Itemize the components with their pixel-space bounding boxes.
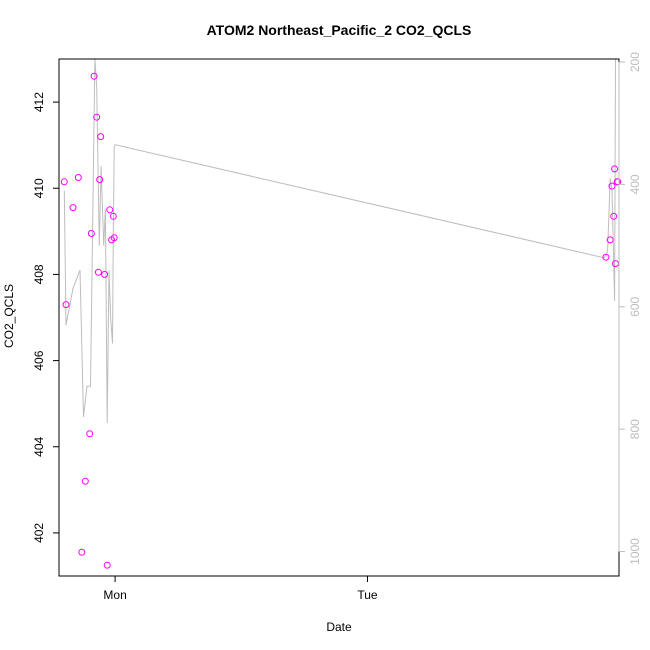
data-point — [93, 113, 101, 121]
data-point — [110, 234, 118, 242]
data-point — [62, 301, 70, 309]
plot-frame — [58, 58, 620, 577]
y-tick-label: 412 — [32, 92, 46, 112]
secondary-y-axis: 200 400 600 800 1000 — [618, 52, 642, 565]
data-point — [96, 176, 104, 184]
data-point — [109, 212, 117, 220]
secondary-y-tick-label: 1000 — [628, 538, 642, 565]
data-point — [90, 72, 98, 80]
secondary-line-layer — [63, 58, 619, 424]
y-tick-label: 406 — [32, 350, 46, 370]
y-tick-label: 404 — [32, 436, 46, 456]
x-axis: Mon Tue — [103, 575, 378, 602]
y-tick-label: 410 — [32, 178, 46, 198]
data-point — [614, 178, 622, 186]
chart-title: ATOM2 Northeast_Pacific_2 CO2_QCLS — [207, 22, 472, 38]
secondary-y-tick-label: 200 — [628, 52, 642, 72]
data-point — [60, 178, 68, 186]
data-point — [602, 253, 610, 261]
y-tick-label: 408 — [32, 264, 46, 284]
data-point — [81, 477, 89, 485]
data-point — [87, 230, 95, 237]
data-point — [608, 182, 616, 190]
y-axis: 402 404 406 408 410 412 — [32, 92, 60, 543]
data-point — [74, 174, 82, 181]
secondary-y-tick-label: 600 — [628, 296, 642, 316]
x-tick-label: Tue — [357, 588, 378, 602]
secondary-series-line — [63, 58, 619, 424]
points-layer — [60, 72, 622, 569]
data-point — [78, 548, 86, 556]
y-tick-label: 402 — [32, 523, 46, 543]
secondary-y-tick-label: 400 — [628, 174, 642, 194]
data-point — [94, 268, 102, 276]
data-point — [103, 561, 111, 569]
data-point — [101, 270, 109, 278]
data-point — [611, 165, 619, 173]
data-point — [69, 204, 77, 212]
secondary-y-tick-label: 800 — [628, 419, 642, 439]
x-axis-label: Date — [326, 620, 352, 634]
data-point — [106, 206, 114, 214]
x-tick-label: Mon — [103, 588, 126, 602]
data-point — [606, 236, 614, 244]
y-axis-label: CO2_QCLS — [2, 284, 16, 348]
data-point — [610, 212, 618, 220]
data-point — [86, 430, 94, 438]
data-point — [97, 133, 105, 141]
